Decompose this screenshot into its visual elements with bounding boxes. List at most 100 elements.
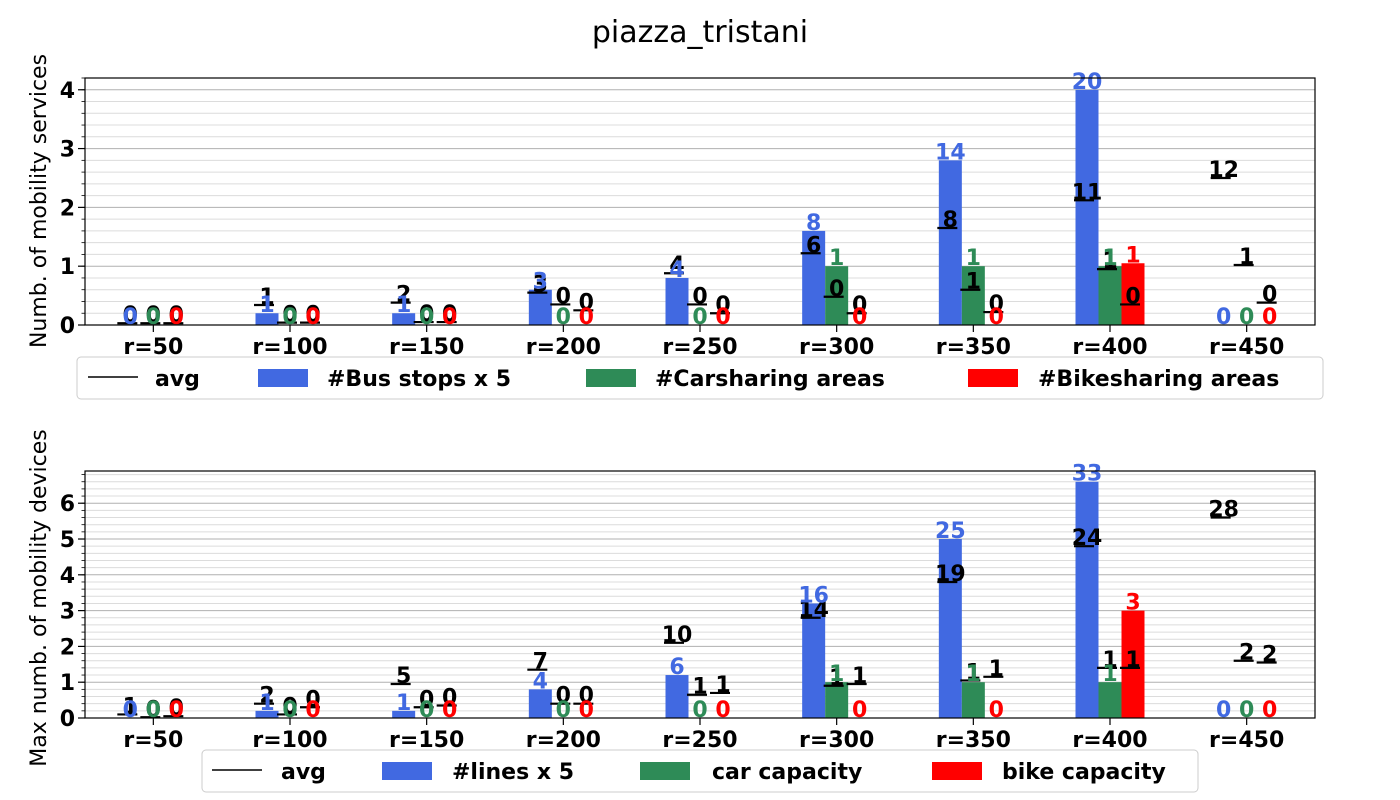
bar-value-label: 8 — [806, 211, 821, 236]
avg-label: 0 — [579, 290, 594, 315]
bar-value-label: 0 — [282, 305, 297, 330]
legend-swatch — [258, 369, 308, 387]
bar-value-label: 0 — [419, 698, 434, 723]
bar-value-label: 0 — [1262, 698, 1277, 723]
avg-label: 0 — [169, 303, 184, 328]
legend-label: avg — [281, 760, 326, 785]
bar — [392, 313, 416, 325]
bar-value-label: 0 — [442, 305, 457, 330]
avg-label: 0 — [305, 687, 320, 712]
x-tick-label: r=200 — [526, 728, 601, 753]
avg-label: 0 — [442, 685, 457, 710]
bar — [392, 710, 416, 718]
x-tick-label: r=150 — [389, 335, 464, 360]
x-tick-label: r=400 — [1072, 335, 1147, 360]
bar-value-label: 0 — [556, 698, 571, 723]
bar — [255, 710, 279, 718]
x-tick-label: r=100 — [252, 728, 327, 753]
bar-value-label: 1 — [1102, 246, 1117, 271]
x-tick-label: r=200 — [526, 335, 601, 360]
legend-box — [76, 356, 1324, 400]
legend: avg #Bus stops x 5 #Carsharing areas #Bikes… — [76, 356, 1324, 400]
avg-label: 1 — [966, 270, 981, 295]
bar — [1075, 481, 1099, 718]
legend-swatch — [640, 762, 690, 780]
bar-value-label: 0 — [989, 305, 1004, 330]
avg-label: 24 — [1072, 526, 1103, 551]
bar-value-label: 0 — [442, 698, 457, 723]
bar-value-label: 0 — [123, 698, 138, 723]
legend-label: #Bikesharing areas — [1038, 367, 1279, 392]
avg-label: 8 — [943, 208, 958, 233]
avg-label: 1 — [692, 675, 707, 700]
bar-value-label: 3 — [1125, 591, 1140, 616]
x-tick-label: r=50 — [123, 335, 183, 360]
legend-swatch — [382, 762, 432, 780]
bar-value-label: 0 — [305, 305, 320, 330]
bar-value-label: 0 — [852, 698, 867, 723]
legend-swatch — [932, 762, 982, 780]
bar-value-label: 0 — [692, 698, 707, 723]
bar-value-label: 1 — [396, 293, 411, 318]
legend-swatch — [968, 369, 1018, 387]
bar-value-label: 25 — [935, 519, 966, 544]
bar-value-label: 1 — [966, 246, 981, 271]
bar — [1121, 610, 1145, 718]
bar-value-label: 0 — [1216, 305, 1231, 330]
avg-label: 0 — [829, 277, 844, 302]
y-axis-label: Max numb. of mobility devices — [27, 429, 52, 767]
avg-label: 11 — [1072, 180, 1103, 205]
legend-label: #Bus stops x 5 — [327, 367, 511, 392]
bar-value-label: 0 — [1262, 305, 1277, 330]
bar — [1098, 682, 1122, 718]
y-tick-label: 1 — [60, 255, 75, 280]
bar-value-label: 4 — [669, 258, 684, 283]
avg-label: 0 — [989, 292, 1004, 317]
bar — [528, 689, 552, 718]
avg-label: 0 — [146, 303, 161, 328]
y-tick-label: 1 — [60, 671, 75, 696]
bar-value-label: 0 — [282, 698, 297, 723]
avg-label: 1 — [852, 664, 867, 689]
avg-label: 1 — [123, 694, 138, 719]
bar — [1075, 89, 1099, 325]
bar — [1121, 263, 1145, 325]
x-tick-label: r=100 — [252, 335, 327, 360]
avg-label: 1 — [1102, 249, 1117, 274]
legend-label: #Carsharing areas — [655, 367, 885, 392]
avg-label: 0 — [419, 687, 434, 712]
avg-label: 10 — [662, 623, 693, 648]
x-tick-label: r=250 — [662, 335, 737, 360]
legend-label: avg — [155, 367, 200, 392]
legend-label: #lines x 5 — [452, 760, 574, 785]
avg-label: 1 — [966, 660, 981, 685]
avg-label: 0 — [305, 303, 320, 328]
avg-label: 0 — [123, 303, 138, 328]
avg-label: 2 — [1262, 643, 1277, 668]
avg-label: 0 — [419, 302, 434, 327]
legend-label: bike capacity — [1002, 760, 1166, 785]
x-tick-label: r=50 — [123, 728, 183, 753]
bar-value-label: 1 — [1125, 243, 1140, 268]
y-tick-label: 2 — [60, 196, 75, 221]
x-tick-label: r=450 — [1209, 728, 1284, 753]
y-tick-label: 3 — [60, 138, 75, 163]
legend-label: car capacity — [712, 760, 862, 785]
bar — [961, 266, 985, 325]
y-tick-label: 3 — [60, 600, 75, 625]
bar-value-label: 1 — [259, 293, 274, 318]
avg-label: 14 — [798, 598, 829, 623]
bar-value-label: 0 — [1239, 698, 1254, 723]
bar-value-label: 33 — [1072, 462, 1103, 487]
avg-label: 0 — [852, 293, 867, 318]
bar-value-label: 3 — [533, 270, 548, 295]
y-tick-label: 5 — [60, 528, 75, 553]
avg-label: 0 — [146, 697, 161, 722]
bar-value-label: 1 — [259, 691, 274, 716]
bar — [961, 682, 985, 718]
x-tick-label: r=350 — [936, 335, 1011, 360]
avg-label: 1 — [1125, 648, 1140, 673]
x-tick-label: r=350 — [936, 728, 1011, 753]
x-tick-label: r=300 — [799, 728, 874, 753]
